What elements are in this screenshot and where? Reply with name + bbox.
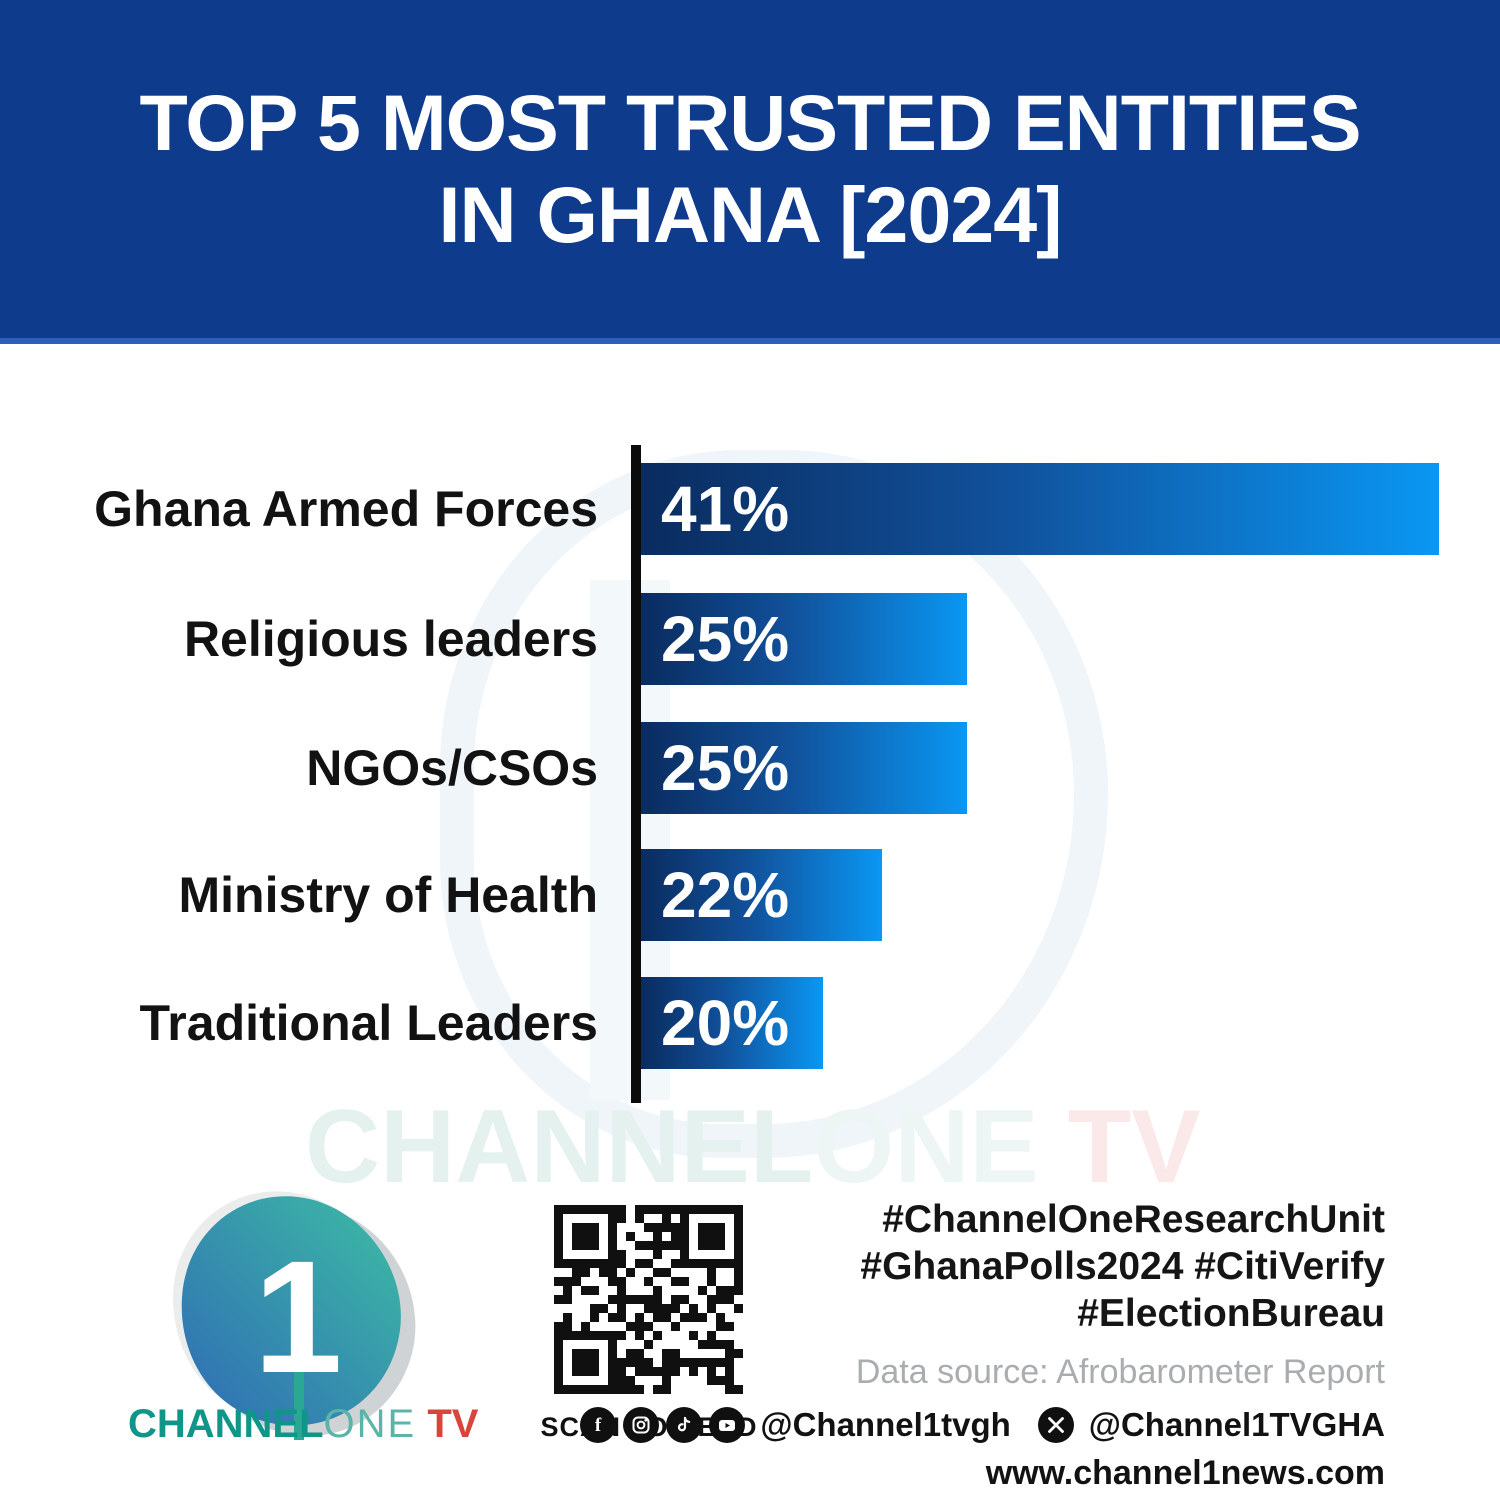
facebook-icon: f	[580, 1407, 617, 1443]
page-title-line-2: IN GHANA [2024]	[438, 170, 1063, 259]
watermark-one: ONE	[813, 1089, 1039, 1205]
chart-row: Ministry of Health 22%	[0, 849, 1500, 941]
category-label-ministry-of-health: Ministry of Health	[178, 867, 598, 923]
hashtag-line-1: #ChannelOneResearchUnit	[882, 1198, 1385, 1241]
category-label-ngos-csos: NGOs/CSOs	[306, 740, 598, 796]
x-icon	[1037, 1407, 1074, 1443]
bar-value-label: 25%	[661, 732, 790, 804]
social-handle-x: @Channel1TVGHA	[1088, 1406, 1385, 1443]
category-label-religious-leaders: Religious leaders	[183, 611, 598, 667]
logo-wordmark: CHANNELONE TV	[128, 1402, 478, 1447]
instagram-icon	[623, 1407, 660, 1443]
wordmark-tv: TV	[416, 1402, 479, 1446]
bar-value-label: 20%	[661, 987, 790, 1059]
bar-value-label: 41%	[661, 473, 790, 545]
bar-value-label: 25%	[661, 603, 790, 675]
bar-ngos-csos: 25%	[641, 722, 967, 814]
wordmark-channel: CHANNEL	[128, 1402, 324, 1446]
header-banner: TOP 5 MOST TRUSTED ENTITIES IN GHANA [20…	[0, 0, 1500, 344]
watermark-text: CHANNELONE TV	[305, 1088, 1201, 1207]
chart-row: Traditional Leaders 20%	[0, 977, 1500, 1069]
chart-row: NGOs/CSOs 25%	[0, 722, 1500, 814]
hashtag-line-2: #GhanaPolls2024 #CitiVerify	[860, 1245, 1385, 1288]
bar-ministry-of-health: 22%	[641, 849, 882, 941]
page-title-line-1: TOP 5 MOST TRUSTED ENTITIES	[139, 78, 1361, 168]
logo-numeral: 1	[254, 1227, 343, 1406]
wordmark-one: ONE	[323, 1402, 417, 1446]
svg-text:f: f	[595, 1415, 602, 1435]
youtube-icon	[709, 1407, 746, 1443]
footer-right-column: #ChannelOneResearchUnit #GhanaPolls2024 …	[580, 1196, 1385, 1493]
website-url: www.channel1news.com	[985, 1454, 1385, 1492]
social-handle-primary: @Channel1tvgh	[760, 1406, 1011, 1443]
tiktok-icon	[666, 1407, 703, 1443]
chart-row: Ghana Armed Forces 41%	[0, 463, 1500, 555]
chart-axis	[631, 445, 641, 1103]
hashtag-line-3: #ElectionBureau	[1077, 1292, 1385, 1335]
category-label-ghana-armed-forces: Ghana Armed Forces	[94, 481, 598, 537]
bar-ghana-armed-forces: 41%	[641, 463, 1439, 555]
channel-one-logo: 1	[173, 1191, 416, 1440]
logo-numeral-tail	[294, 1352, 304, 1440]
data-source-note: Data source: Afrobarometer Report	[855, 1353, 1385, 1391]
bar-value-label: 22%	[661, 859, 790, 931]
logo-pick-shape	[181, 1196, 401, 1426]
qr-code	[554, 1205, 743, 1394]
watermark-channel: CHANNEL	[305, 1089, 814, 1205]
bar-religious-leaders: 25%	[641, 593, 967, 685]
social-row: f @Channel1tvgh @Channel1TVGHA	[580, 1406, 1385, 1444]
chart-row: Religious leaders 25%	[0, 593, 1500, 685]
watermark-tv: TV	[1038, 1089, 1201, 1205]
category-label-traditional-leaders: Traditional Leaders	[139, 995, 598, 1051]
bar-traditional-leaders: 20%	[641, 977, 823, 1069]
